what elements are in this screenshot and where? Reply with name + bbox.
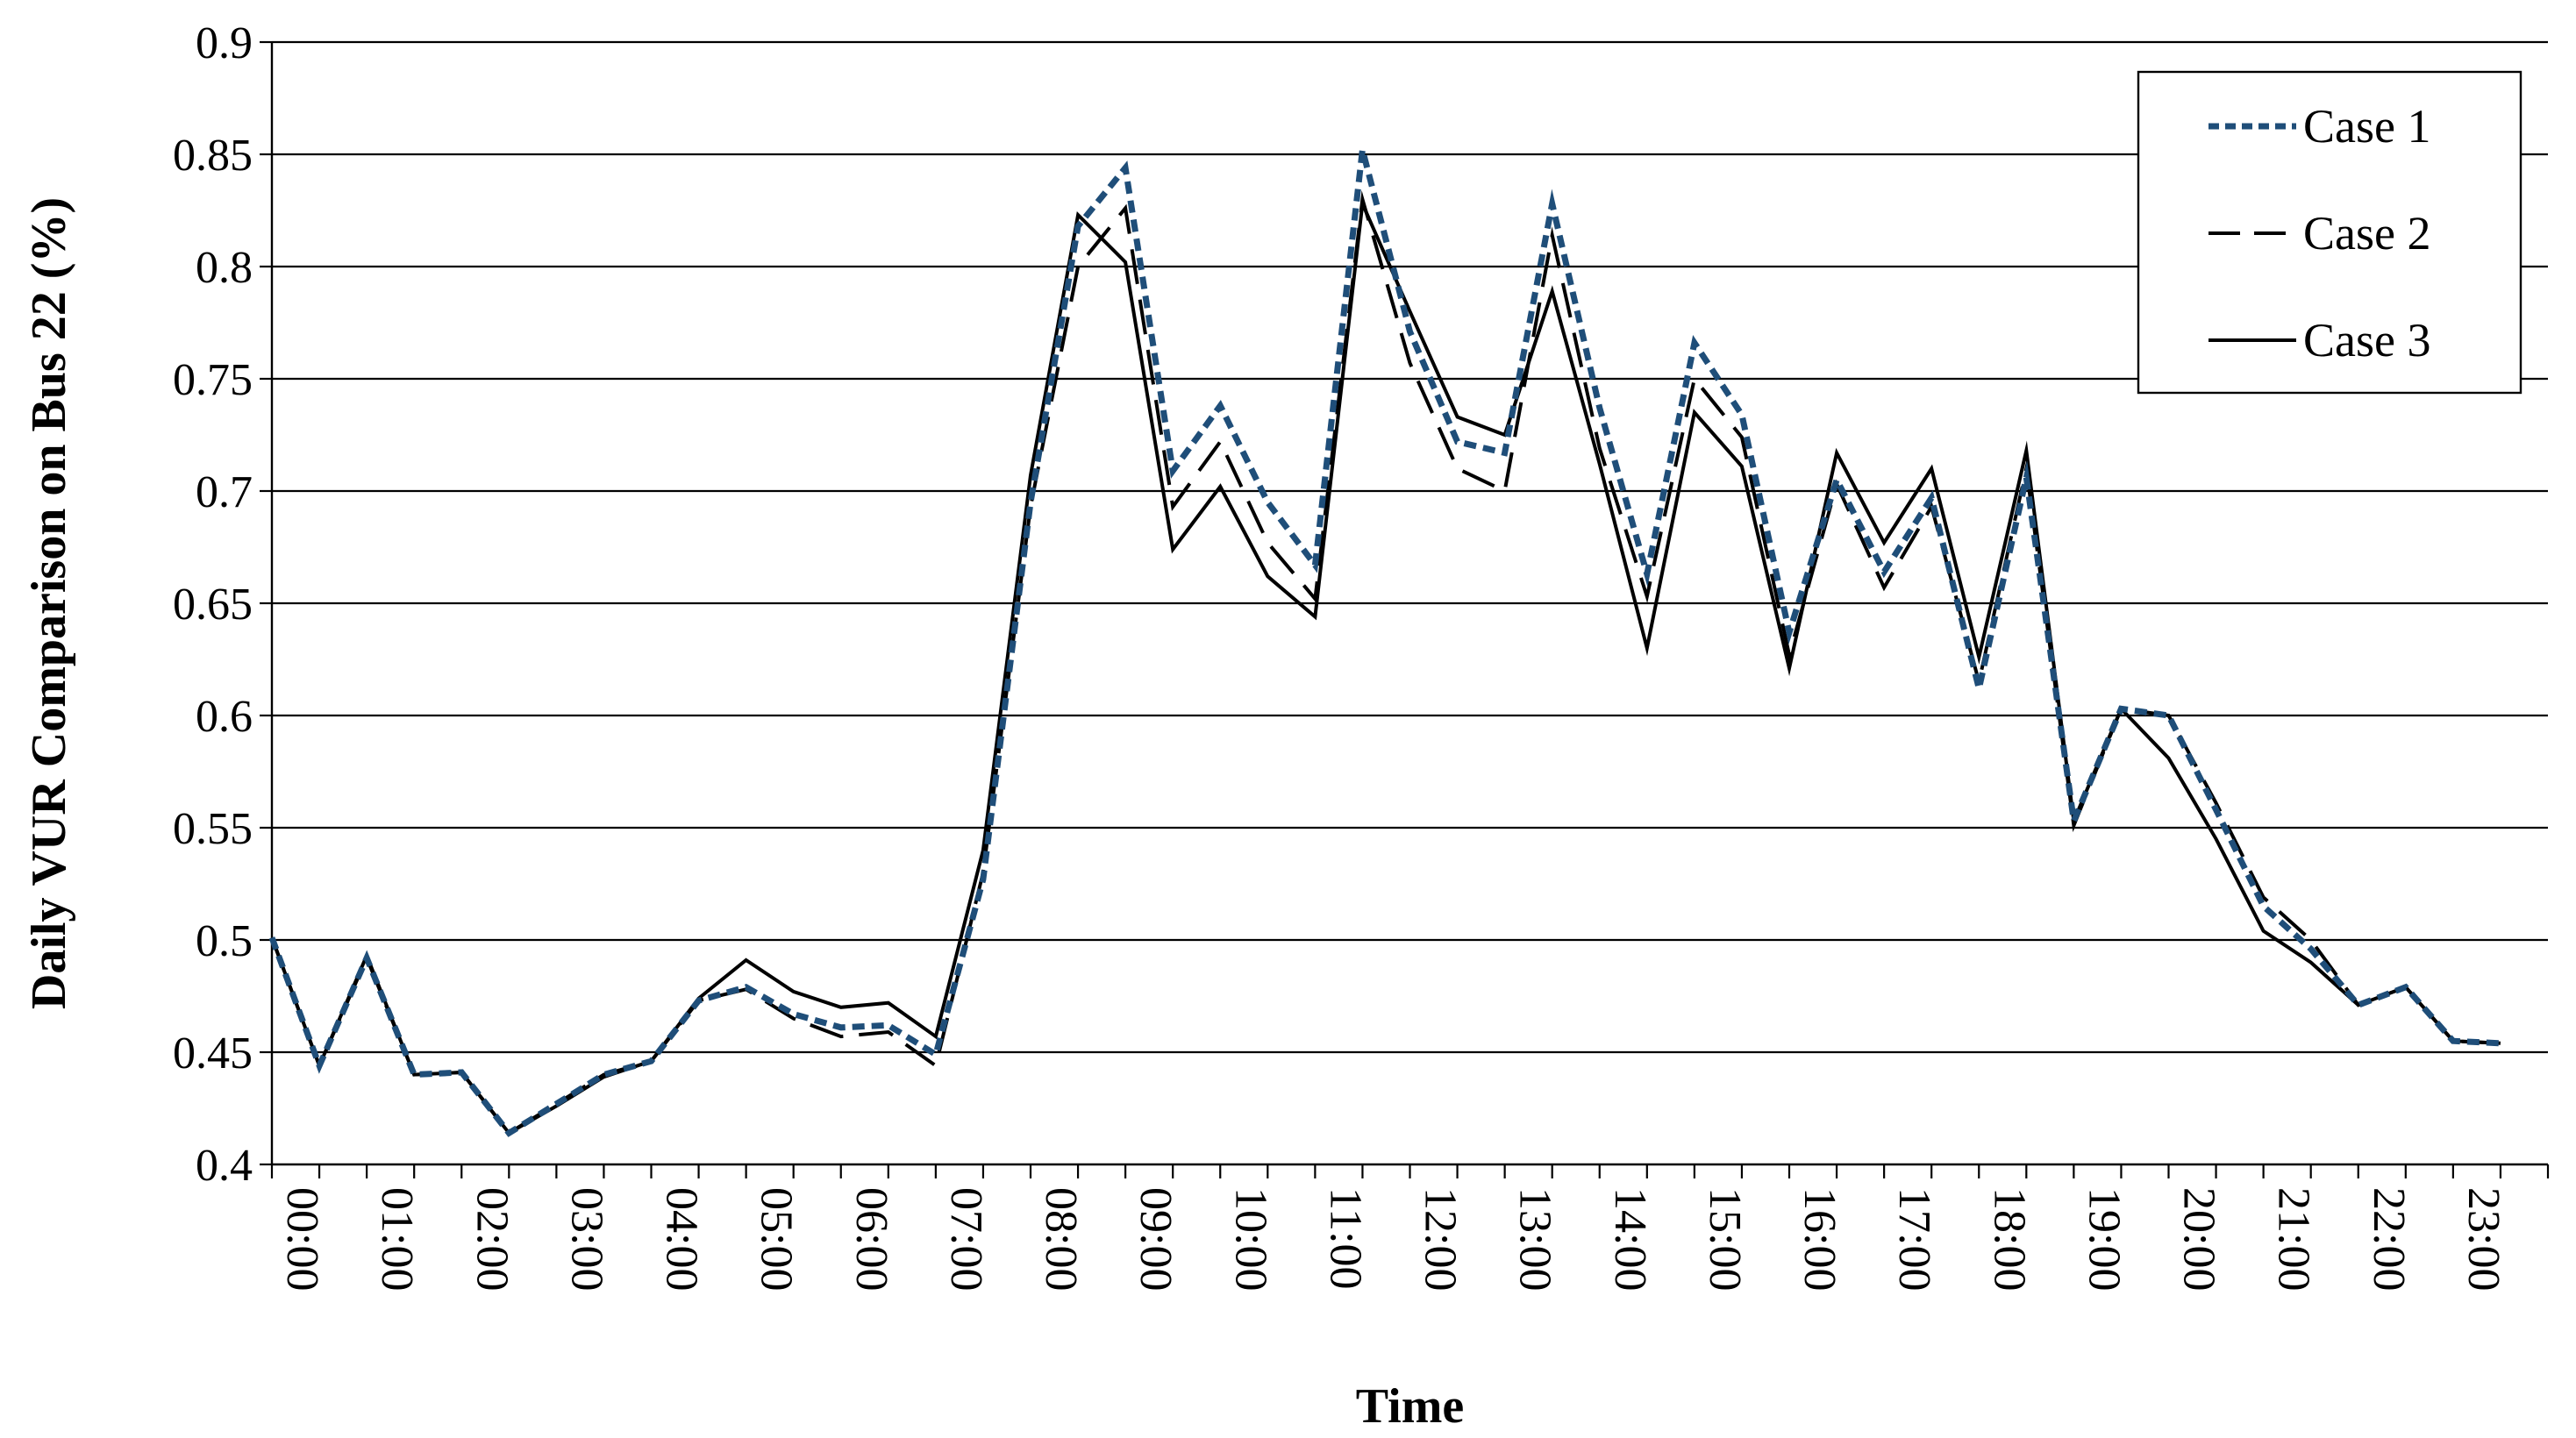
y-tick-label: 0.75 (173, 355, 253, 405)
legend-label-case-2: Case 2 (2303, 207, 2430, 260)
y-tick-label: 0.7 (196, 467, 253, 517)
axes (260, 40, 2550, 1178)
y-axis-title: Daily VUR Comparison on Bus 22 (%) (22, 197, 76, 1009)
x-tick-label: 13:00 (1510, 1187, 1560, 1291)
x-tick-label: 16:00 (1795, 1187, 1845, 1291)
y-tick-label: 0.85 (173, 131, 253, 181)
x-tick-label: 05:00 (752, 1187, 802, 1291)
y-tick-label: 0.65 (173, 580, 253, 630)
y-tick-label: 0.5 (196, 916, 253, 966)
x-tick-label: 09:00 (1131, 1187, 1181, 1291)
x-tick-label: 02:00 (467, 1187, 517, 1291)
x-tick-label: 07:00 (941, 1187, 991, 1291)
x-tick-labels: 00:00 01:00 02:00 03:00 04:00 05:00 06:00 07:00… (277, 1187, 2508, 1291)
legend: Case 1 Case 2 Case 3 (2137, 70, 2522, 395)
x-tick-label: 20:00 (2174, 1187, 2224, 1291)
legend-box (2137, 70, 2522, 395)
y-tick-label: 0.4 (196, 1141, 253, 1191)
x-tick-label: 14:00 (1605, 1187, 1655, 1291)
x-tick-label: 04:00 (657, 1187, 707, 1291)
legend-label-case-3: Case 3 (2303, 314, 2430, 367)
y-tick-labels: 0.4 0.45 0.5 0.55 0.6 0.65 0.7 0.75 0.8 0.85 0.9 (173, 18, 253, 1191)
y-tick-label: 0.9 (196, 18, 253, 68)
x-tick-label: 11:00 (1320, 1187, 1370, 1290)
x-tick-label: 12:00 (1416, 1187, 1466, 1291)
x-tick-label: 10:00 (1225, 1187, 1275, 1291)
y-tick-label: 0.45 (173, 1029, 253, 1078)
series-lines (268, 132, 2501, 1137)
x-tick-label: 17:00 (1889, 1187, 1939, 1291)
x-tick-label: 22:00 (2364, 1187, 2414, 1291)
x-tick-label: 00:00 (277, 1187, 327, 1291)
x-tick-label: 23:00 (2458, 1187, 2508, 1291)
x-tick-label: 18:00 (1984, 1187, 2034, 1291)
x-tick-label: 21:00 (2269, 1187, 2319, 1291)
x-tick-label: 01:00 (372, 1187, 422, 1291)
y-tick-label: 0.55 (173, 804, 253, 854)
x-tick-label: 03:00 (561, 1187, 611, 1291)
y-tick-label: 0.6 (196, 692, 253, 742)
x-tick-label: 08:00 (1036, 1187, 1086, 1291)
x-tick-label: 15:00 (1700, 1187, 1750, 1291)
series-line-case-1 (268, 132, 2501, 1137)
legend-label-case-1: Case 1 (2303, 100, 2430, 153)
y-tick-label: 0.8 (196, 243, 253, 293)
x-tick-label: 06:00 (846, 1187, 896, 1291)
x-axis-title: Time (1356, 1379, 1464, 1434)
x-tick-label: 19:00 (2079, 1187, 2129, 1291)
